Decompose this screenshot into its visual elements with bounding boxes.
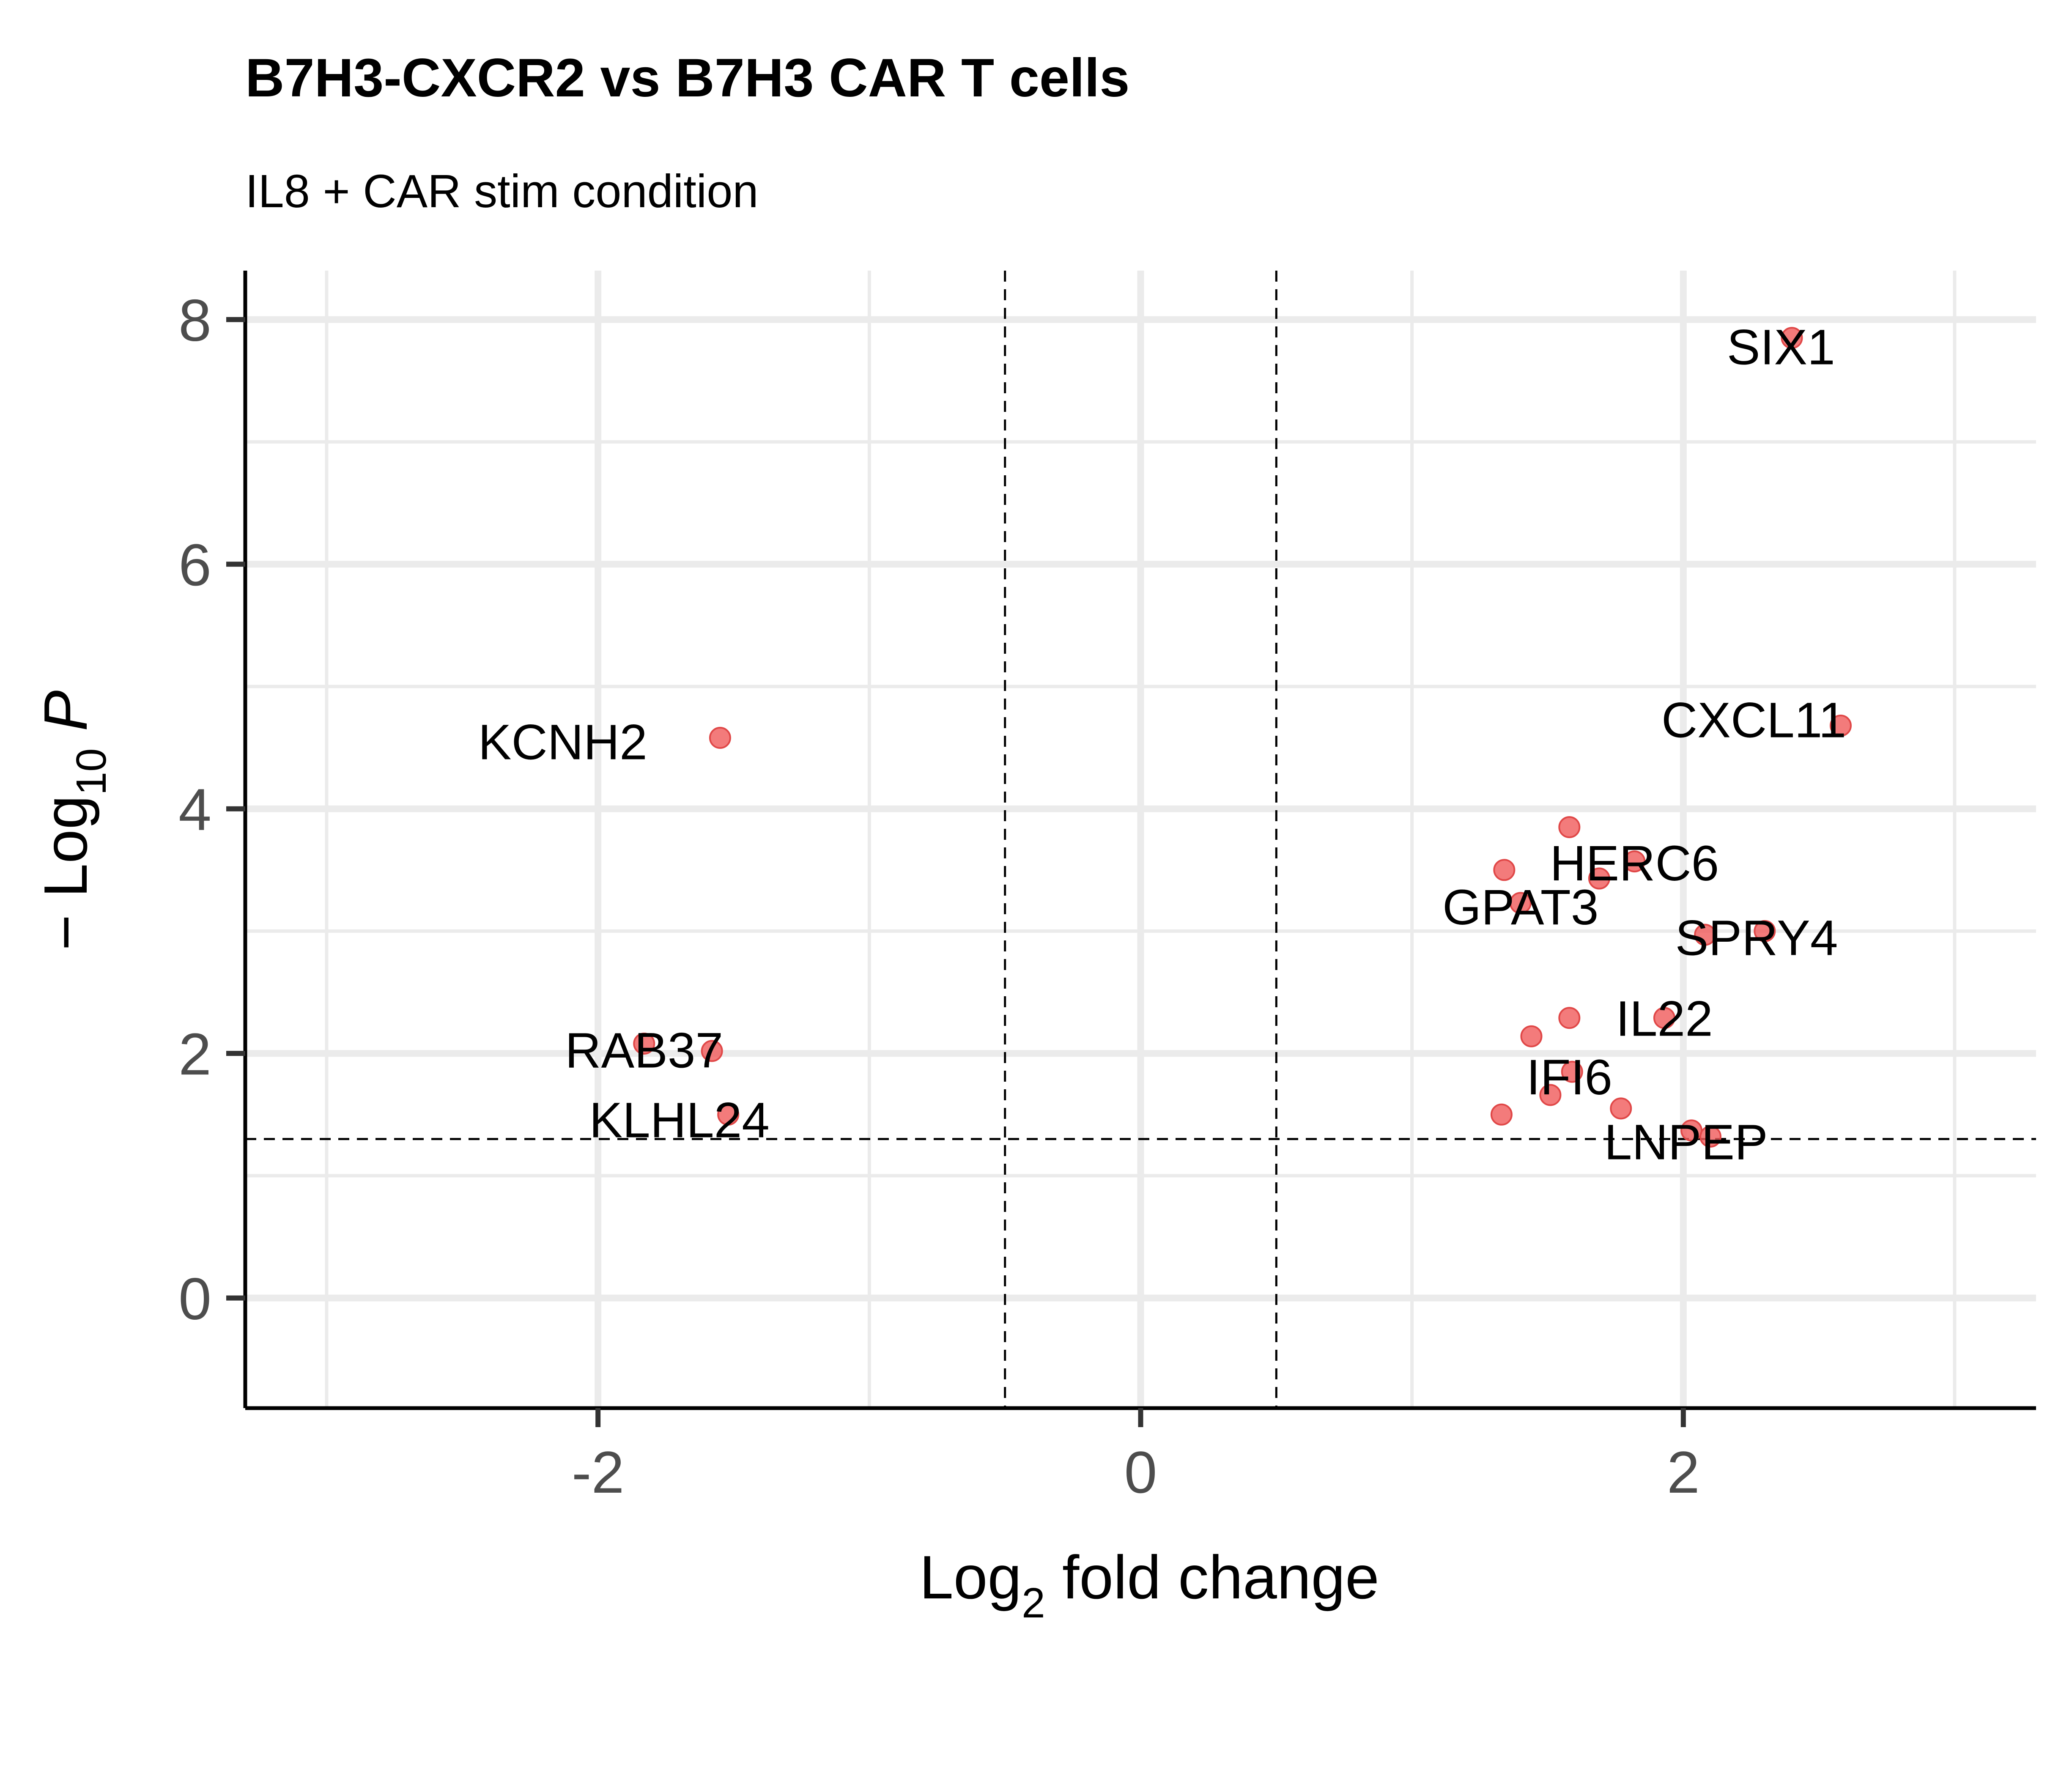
x-tick-label: -2	[572, 1439, 624, 1505]
data-point	[1539, 1084, 1562, 1106]
chart-title: B7H3-CXCR2 vs B7H3 CAR T cells	[245, 48, 1129, 108]
data-point	[1623, 850, 1646, 873]
y-axis-title-prefix: − Log	[31, 795, 100, 951]
data-point	[1509, 892, 1532, 914]
y-axis-title-rest: P	[31, 690, 100, 748]
point-label: HERC6	[1550, 836, 1719, 891]
data-point	[1493, 859, 1516, 881]
y-axis-title-subscript: 10	[68, 748, 115, 795]
data-point	[1588, 867, 1610, 890]
y-tick-label: 8	[178, 287, 211, 354]
data-point	[1830, 715, 1852, 737]
data-point	[709, 726, 731, 749]
data-point	[1699, 1125, 1721, 1148]
point-label: LNPEP	[1604, 1114, 1768, 1170]
data-point	[1558, 816, 1581, 839]
data-point	[1694, 924, 1716, 946]
data-point	[1610, 1097, 1632, 1120]
grid	[245, 271, 2036, 1408]
point-label: RAB37	[565, 1023, 723, 1079]
y-tick-label: 2	[178, 1021, 211, 1087]
x-axis-title: Log2 fold change	[919, 1543, 1379, 1627]
data-point	[717, 1103, 740, 1126]
data-point	[1754, 920, 1776, 942]
point-label: IFI6	[1527, 1050, 1612, 1105]
data-point	[701, 1040, 723, 1062]
data-point	[1490, 1103, 1513, 1126]
point-label: SIX1	[1727, 319, 1835, 375]
x-tick-label: 2	[1667, 1439, 1700, 1505]
point-label: GPAT3	[1442, 880, 1598, 935]
point-label: KCNH2	[478, 715, 647, 770]
threshold-lines	[245, 271, 2036, 1408]
point-label: CXCL11	[1661, 693, 1846, 748]
chart-subtitle: IL8 + CAR stim condition	[245, 165, 759, 217]
data-point	[633, 1033, 655, 1055]
data-point	[1653, 1007, 1675, 1029]
x-axis-title-base: Log	[919, 1543, 1022, 1612]
x-tick-label: 0	[1124, 1439, 1157, 1505]
point-label: IL22	[1616, 991, 1713, 1047]
data-point	[1520, 1025, 1543, 1047]
data-point	[1558, 1007, 1581, 1029]
axes: 0 2 4 6 8 -2 0 2	[178, 271, 2036, 1505]
point-label: KLHL24	[589, 1092, 769, 1148]
x-axis-title-subscript: 2	[1022, 1579, 1045, 1627]
y-tick-label: 0	[178, 1266, 211, 1332]
y-tick-label: 4	[178, 776, 211, 843]
data-points	[633, 327, 1852, 1148]
point-label: SPRY4	[1675, 910, 1838, 966]
y-tick-label: 6	[178, 532, 211, 598]
y-axis-title: − Log10 P	[31, 690, 115, 950]
data-point	[1781, 327, 1803, 349]
x-axis-title-rest: fold change	[1045, 1543, 1379, 1612]
data-point	[1561, 1061, 1583, 1083]
